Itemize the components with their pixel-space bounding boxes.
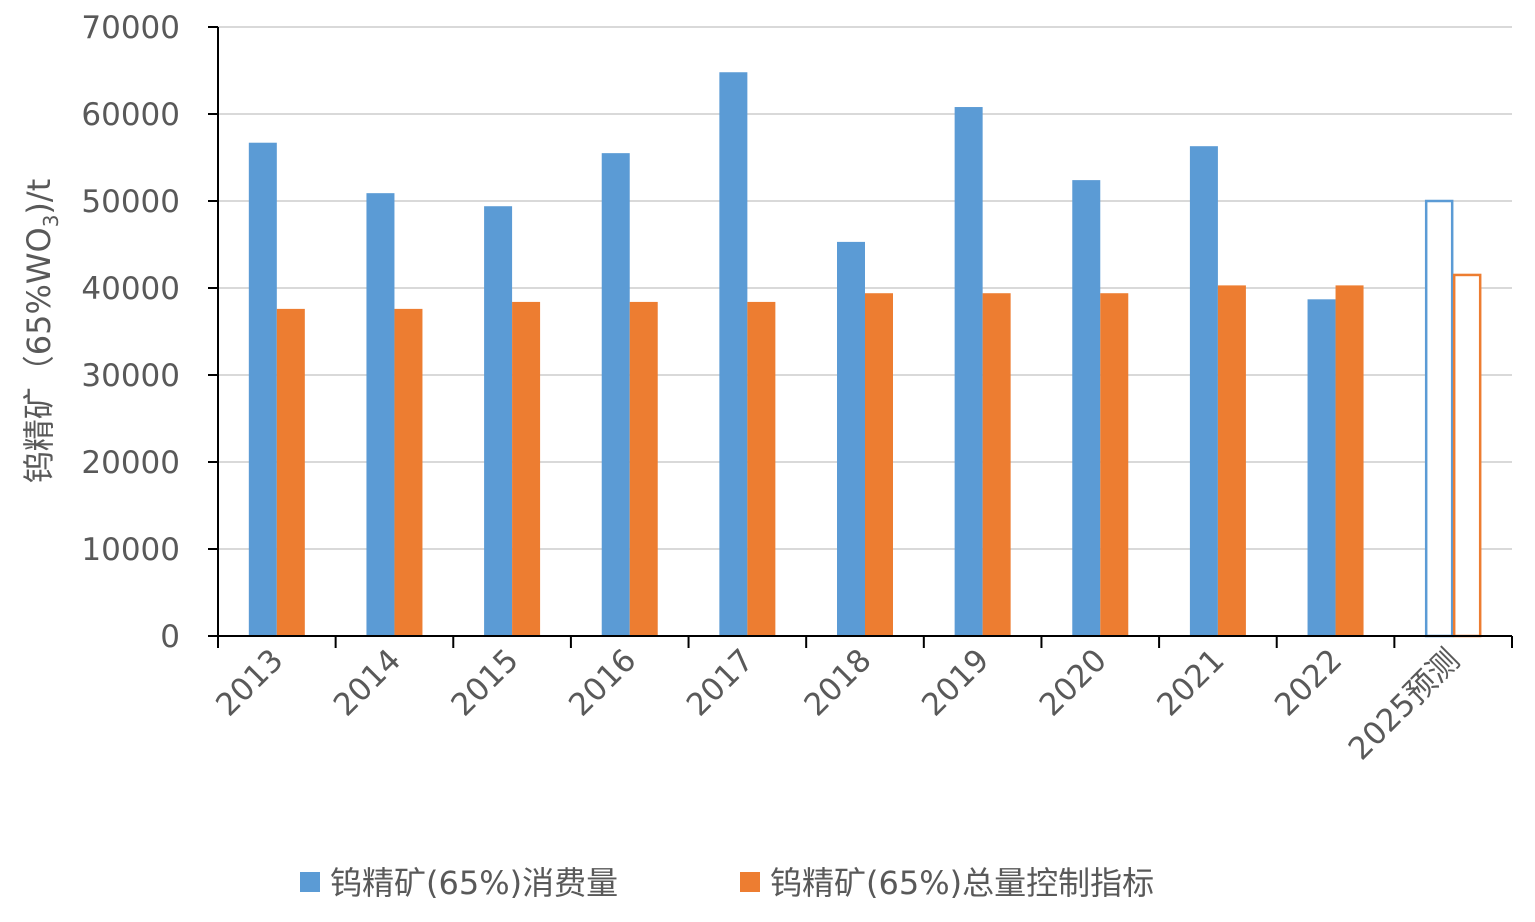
- x-tick-label: 2016: [562, 642, 643, 723]
- bar-quota-2015: [512, 301, 541, 636]
- legend-label-consumption: 钨精矿(65%)消费量: [330, 864, 618, 902]
- bar-consumption-2019: [954, 107, 983, 637]
- y-axis-label-suffix: )/t: [20, 179, 58, 215]
- x-tick-label: 2025预测: [1342, 642, 1467, 767]
- y-tick-label: 30000: [81, 358, 180, 394]
- x-tick-label: 2017: [680, 642, 761, 723]
- x-tick-label: 2020: [1033, 642, 1114, 723]
- legend-swatch-quota: [740, 872, 760, 892]
- bar-consumption-2017: [719, 72, 748, 637]
- legend-label-quota: 钨精矿(65%)总量控制指标: [770, 864, 1154, 902]
- bar-quota-2021: [1217, 285, 1246, 636]
- x-tick-label: 2013: [209, 642, 290, 723]
- y-axis-label-main: 钨精矿（65%WO: [20, 227, 58, 483]
- y-tick-label: 0: [160, 619, 180, 655]
- bar-quota-2020: [1100, 293, 1129, 636]
- bar-consumption-2015: [484, 206, 513, 636]
- y-axis-label: 钨精矿（65%WO3)/t: [20, 179, 63, 484]
- bar-consumption-2018: [837, 241, 865, 636]
- y-tick-label: 50000: [81, 184, 180, 220]
- bar-quota-2013: [276, 308, 305, 636]
- x-tick-label: 2018: [797, 642, 878, 723]
- bar-consumption-2014: [366, 193, 395, 637]
- bar-consumption-2016: [601, 153, 630, 636]
- bar-consumption-2020: [1072, 180, 1101, 636]
- y-tick-label: 40000: [81, 271, 180, 307]
- bar-quota-2017: [747, 301, 776, 636]
- bar-consumption-2025预测: [1424, 199, 1454, 638]
- bar-consumption-2013: [248, 142, 277, 636]
- x-tick-label: 2014: [327, 642, 408, 723]
- y-axis-label-subscript: 3: [39, 215, 63, 228]
- x-tick-label: 2015: [444, 642, 525, 723]
- bar-consumption-2022: [1307, 299, 1336, 636]
- y-tick-label: 20000: [81, 445, 180, 481]
- x-tick-label: 2021: [1150, 642, 1231, 723]
- bar-consumption-2021: [1189, 146, 1218, 636]
- y-tick-label: 10000: [81, 532, 180, 568]
- bars: [248, 72, 1482, 638]
- bar-quota-2018: [865, 293, 893, 636]
- bar-quota-2019: [982, 293, 1011, 636]
- bar-quota-2014: [394, 308, 423, 636]
- x-tick-label: 2019: [915, 642, 996, 723]
- bar-quota-2025预测: [1452, 273, 1482, 638]
- y-tick-labels: 0 10000 20000 30000 40000 50000 60000 70000: [81, 10, 180, 655]
- x-tick-label: 2022: [1268, 642, 1349, 723]
- legend: 钨精矿(65%)消费量 钨精矿(65%)总量控制指标: [300, 864, 1154, 902]
- y-tick-label: 60000: [81, 97, 180, 133]
- bar-quota-2022: [1335, 285, 1364, 636]
- x-tick-labels: 2013 2014 2015 2016 2017 2018 2019 2020 2021 2022…: [209, 642, 1467, 767]
- y-tick-label: 70000: [81, 10, 180, 46]
- bar-quota-2016: [629, 301, 658, 636]
- legend-swatch-consumption: [300, 872, 320, 892]
- axes: [208, 26, 1513, 648]
